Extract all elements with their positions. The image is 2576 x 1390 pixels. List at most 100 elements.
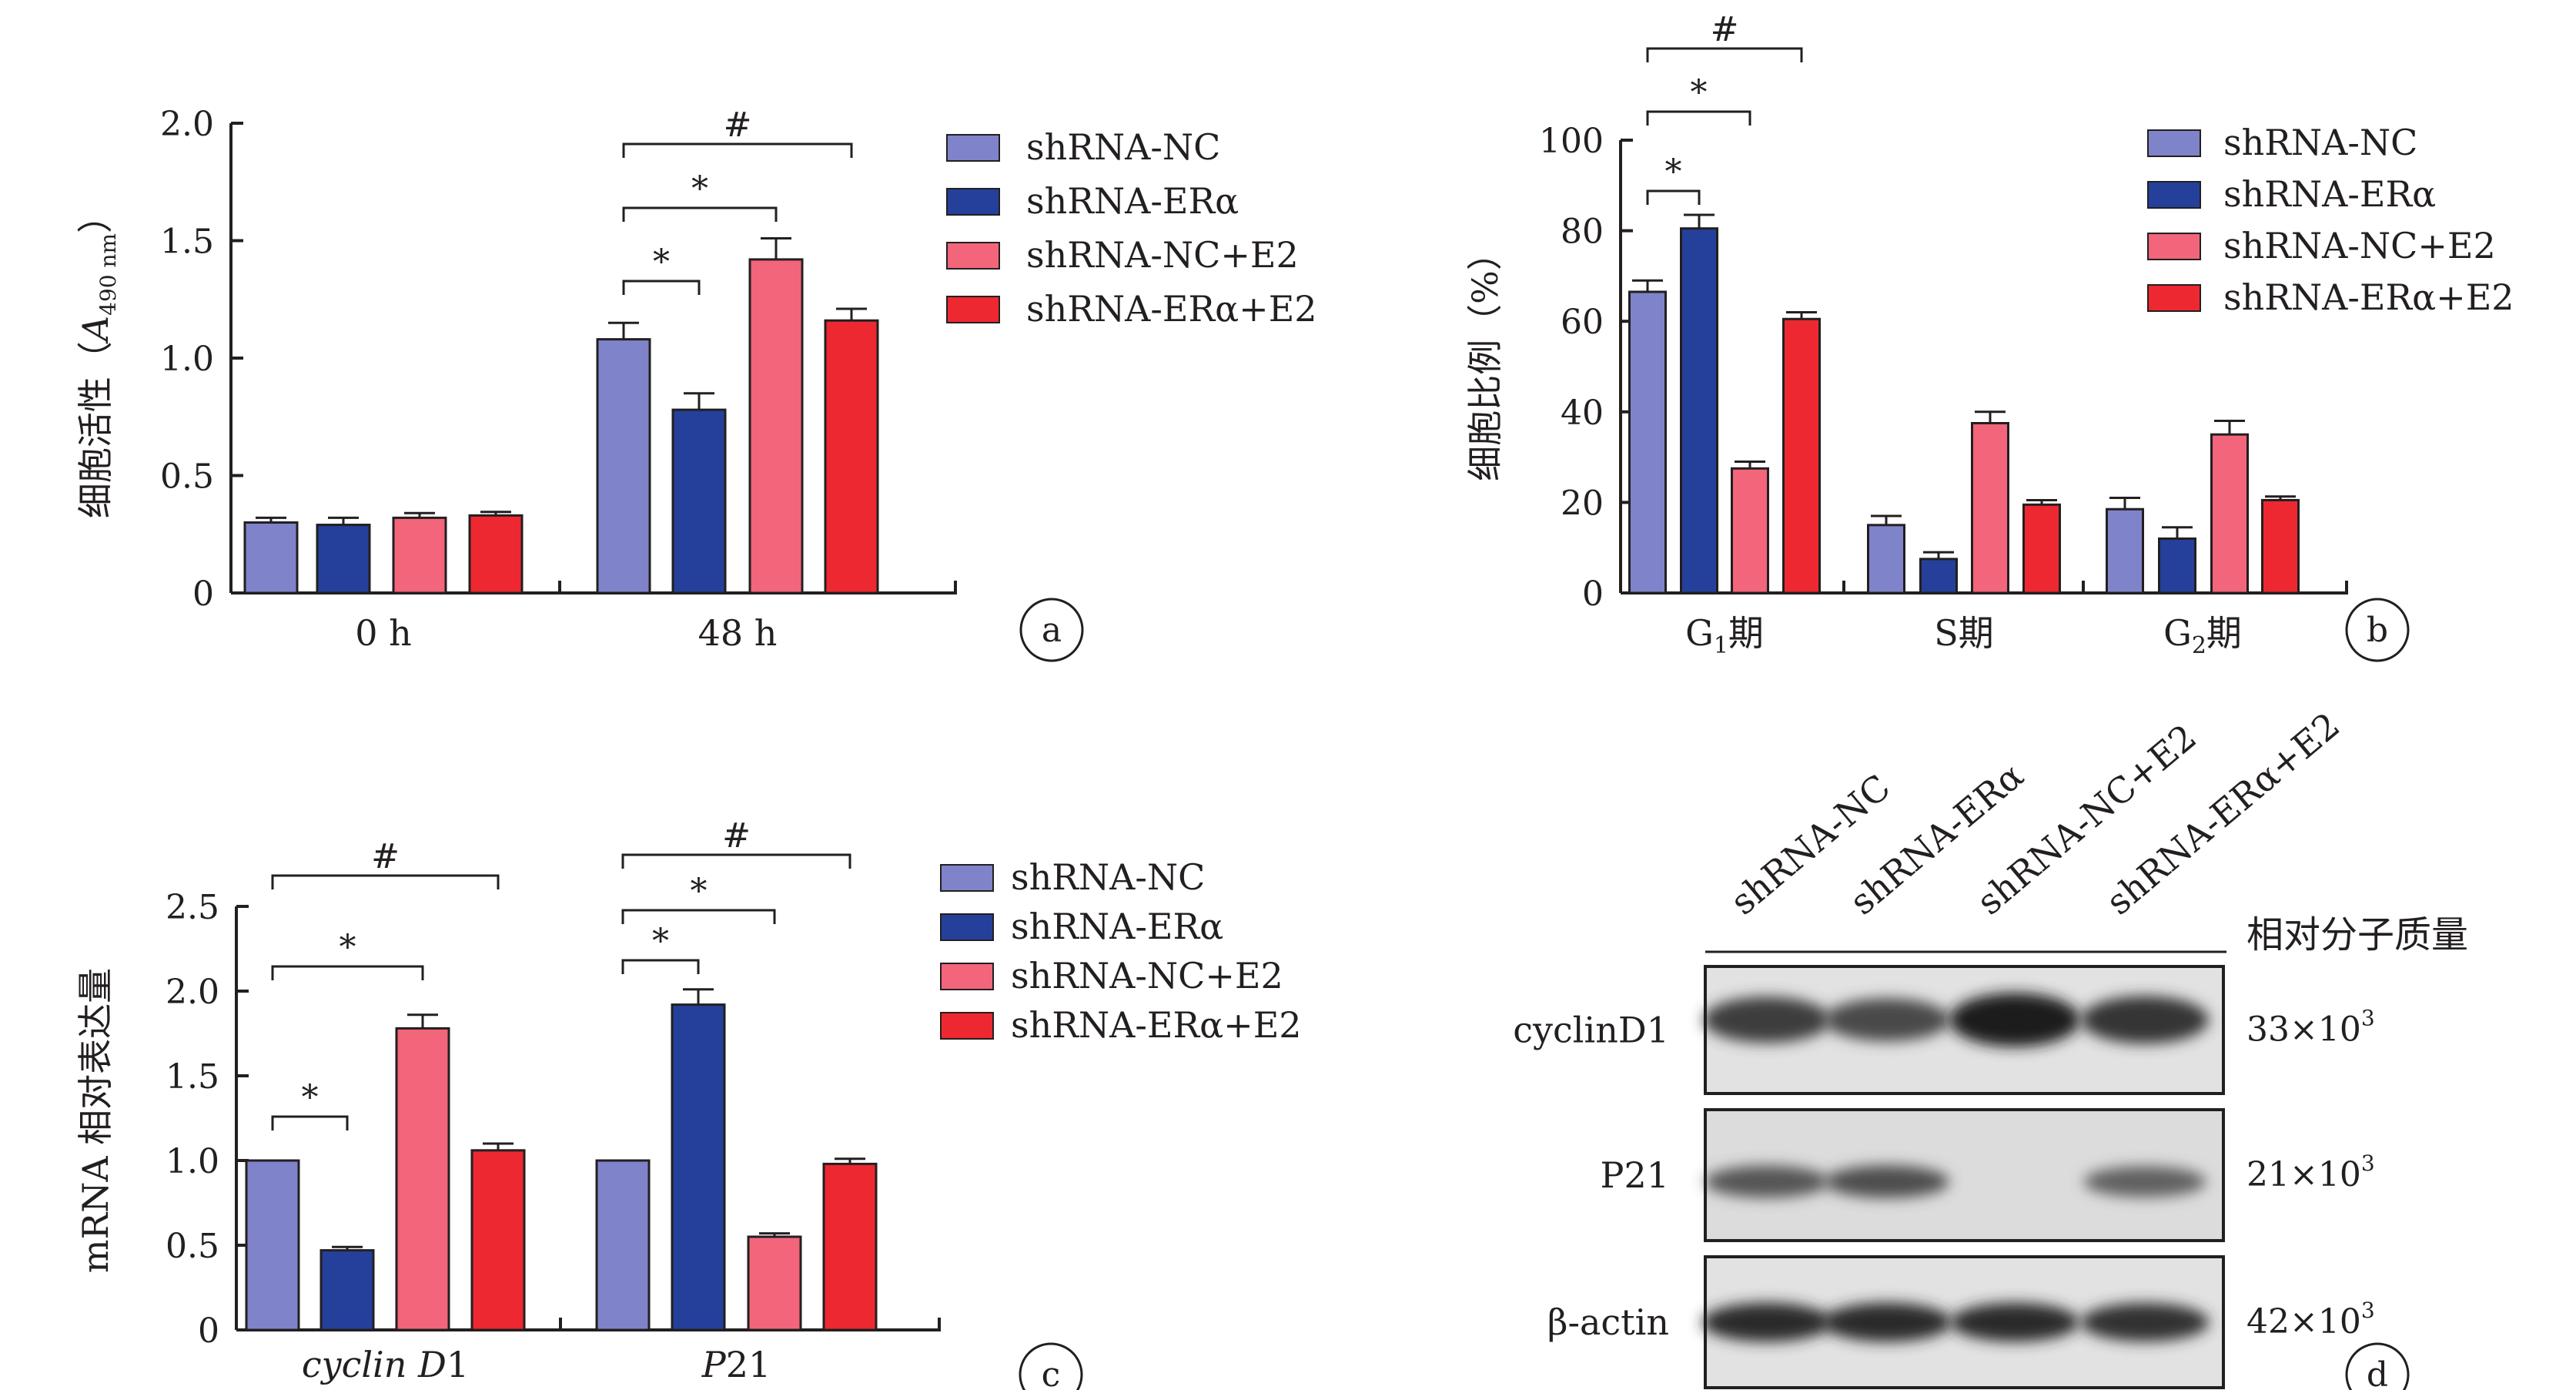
y-tick-label: 1.0: [166, 1142, 219, 1181]
category-pre: S: [1934, 612, 1959, 654]
legend-swatch: [946, 296, 1000, 323]
y-title-close: ）: [75, 198, 116, 233]
panel-label: a: [1042, 611, 1062, 650]
y-tick-label: 60: [1561, 303, 1604, 342]
legend-label: shRNA-NC: [1026, 126, 1220, 168]
blot-row-label: cyclinD1: [1513, 1010, 1669, 1051]
panel-d-western-blot: shRNA-NCshRNA-ERαshRNA-NC+E2shRNA-ERα+E2…: [1513, 704, 2468, 1390]
significance-mark: *: [340, 928, 356, 967]
y-tick-label: 20: [1561, 484, 1604, 523]
bar-b-1-0: [1680, 227, 1718, 595]
molecular-weight-header: 相对分子质量: [2246, 913, 2468, 956]
bar-b-2-2: [2210, 433, 2249, 595]
blot-frame: [1704, 965, 2225, 1095]
bar-c-2-0: [395, 1027, 450, 1331]
mw-exponent: 3: [2361, 1006, 2375, 1031]
legend-label: shRNA-ERα: [2223, 173, 2436, 215]
y-tick-label: 0: [1582, 574, 1604, 614]
mw-base: 42×10: [2246, 1302, 2361, 1341]
mw-exponent: 3: [2361, 1151, 2375, 1176]
legend-swatch: [946, 188, 1000, 216]
bar-a-0-0: [243, 521, 299, 595]
significance-mark: #: [724, 106, 752, 145]
significance-bracket: [621, 959, 700, 974]
bar-b-0-0: [1628, 290, 1667, 595]
legend-label: shRNA-NC+E2: [2223, 225, 2496, 266]
bar-b-3-1: [2022, 503, 2061, 595]
y-title-symbol: A: [75, 316, 116, 344]
significance-mark: *: [1691, 73, 1708, 112]
legend-swatch: [940, 864, 994, 892]
blot-band: [1705, 1165, 1829, 1198]
x-category-label: cyclin D1: [302, 1344, 469, 1385]
blot-row-2: [1702, 1255, 2225, 1389]
significance-bracket: [271, 965, 424, 980]
significance-bracket: [271, 874, 500, 889]
bar-a-3-0: [468, 514, 524, 595]
mw-exponent: 3: [2361, 1298, 2375, 1323]
blot-band: [1822, 1302, 1952, 1342]
y-axis-title: mRNA 相对表达量: [75, 968, 116, 1273]
bar-b-0-2: [2106, 507, 2144, 595]
legend-swatch: [940, 913, 994, 941]
bar-c-3-1: [822, 1162, 878, 1331]
y-tick-label: 100: [1539, 122, 1604, 161]
legend-label: shRNA-NC: [1011, 856, 1205, 898]
significance-mark: *: [1665, 152, 1682, 192]
y-title-main: 细胞比例（%）: [1464, 235, 1506, 481]
panel-label: c: [1042, 1355, 1061, 1390]
significance-mark: *: [302, 1078, 319, 1117]
blot-band: [1702, 1302, 1832, 1342]
category-text: 48 h: [698, 612, 778, 654]
bar-c-0-1: [595, 1159, 651, 1331]
lane-label: shRNA-ERα+E2: [2098, 704, 2347, 923]
panel-label-circle: [2345, 1342, 2410, 1390]
legend-swatch: [2147, 233, 2201, 260]
significance-bracket: [621, 909, 776, 924]
legend-swatch: [940, 1012, 994, 1040]
bar-c-1-0: [319, 1249, 375, 1331]
significance-bracket: [621, 853, 851, 869]
blot-band: [1949, 993, 2080, 1047]
bar-b-1-2: [2158, 537, 2196, 595]
panel-a-cell-viability-chart: 0 0.5 1.0 1.5 2.0 0 h 48 h 细胞活性（A490 nm） * * # shRN…: [75, 105, 1317, 662]
bar-b-2-0: [1731, 467, 1769, 595]
y-tick-label: 0: [198, 1311, 219, 1351]
bar-b-1-1: [1919, 558, 1958, 595]
legend-label: shRNA-ERα: [1011, 906, 1223, 947]
bar-a-1-0: [316, 524, 371, 595]
legend-swatch: [940, 963, 994, 990]
panel-label-circle: [1019, 1342, 1083, 1390]
bar-a-3-1: [824, 319, 879, 595]
category-plain: 1: [447, 1344, 469, 1385]
significance-bracket: [1646, 47, 1803, 62]
category-post: 期: [2206, 612, 2242, 654]
mw-base: 21×10: [2246, 1155, 2361, 1194]
blot-row-label: P21: [1601, 1154, 1669, 1196]
bar-a-2-0: [392, 516, 447, 595]
legend-label: shRNA-ERα+E2: [1011, 1004, 1302, 1046]
y-tick-label: 40: [1561, 394, 1604, 433]
bar-c-3-0: [470, 1149, 526, 1331]
y-tick-label: 2.0: [160, 105, 214, 144]
significance-mark: #: [722, 816, 751, 856]
category-pre: G: [1685, 612, 1714, 654]
y-tick-label: 1.5: [166, 1057, 219, 1097]
y-tick-label: 2.5: [166, 888, 219, 927]
y-tick-label: 0.5: [166, 1227, 219, 1266]
blot-band: [1825, 1165, 1949, 1198]
significance-mark: *: [691, 169, 708, 209]
y-axis-title: 细胞活性（A490 nm）: [75, 198, 121, 518]
y-tick-label: 1.5: [160, 223, 214, 262]
significance-mark: #: [371, 837, 400, 876]
x-category-label: G2期: [2163, 612, 2242, 659]
blot-frame: [1704, 1255, 2225, 1389]
legend-swatch: [2147, 129, 2201, 157]
x-category-label: 0 h: [355, 612, 412, 654]
significance-bracket: [622, 280, 701, 295]
bar-c-1-1: [671, 1003, 726, 1331]
category-post: 期: [1728, 612, 1764, 654]
significance-bracket: [622, 206, 778, 222]
y-title-main: mRNA 相对表达量: [75, 968, 116, 1273]
blot-band: [1824, 998, 1950, 1042]
